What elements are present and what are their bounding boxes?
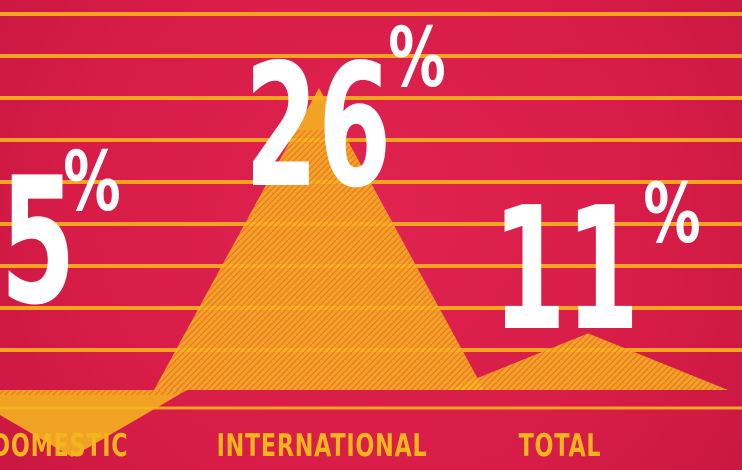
category-label-domestic: DOMESTIC [0, 428, 128, 464]
category-label-international: INTERNATIONAL [217, 428, 428, 464]
value-unit-domestic: % [63, 134, 121, 230]
peak-fill [0, 390, 187, 457]
category-label-total: TOTAL [519, 428, 602, 464]
value-number-total: 11 [493, 172, 640, 369]
value-number-domestic: 5 [0, 141, 75, 344]
value-labels: 5% 26%11% [0, 10, 700, 369]
value-unit-total: % [643, 166, 701, 262]
peak-domestic [0, 390, 187, 457]
value-number-international: 26 [245, 29, 392, 226]
value-unit-international: % [388, 10, 446, 106]
category-labels: DOMESTIC INTERNATIONAL TOTAL [0, 428, 601, 464]
peak-fill [154, 88, 484, 390]
peak-fill [448, 333, 728, 390]
